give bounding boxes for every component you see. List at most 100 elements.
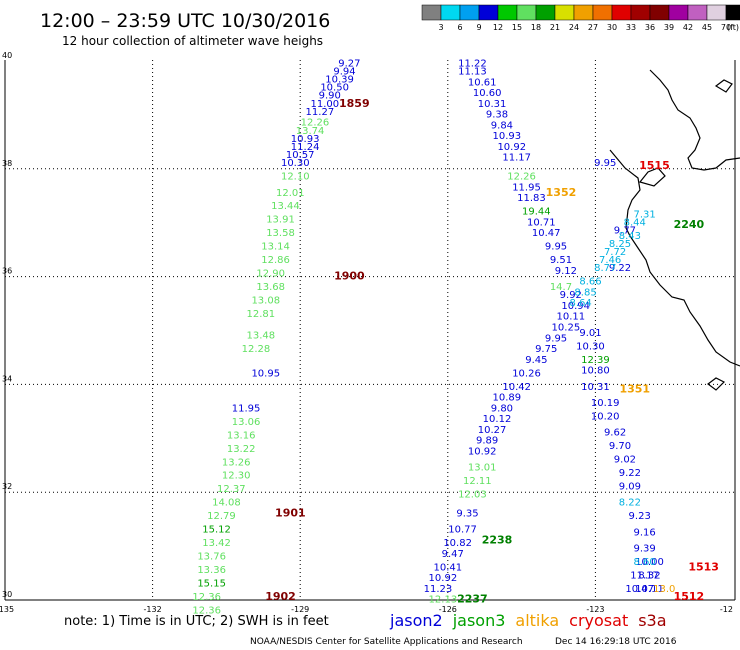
pass-time-label: 1351: [619, 382, 650, 395]
wave-height-value: 9.94: [333, 66, 355, 77]
wave-height-value: 10.25: [552, 323, 581, 334]
wave-height-value: 10.89: [493, 393, 522, 404]
wave-height-value: 9.51: [550, 255, 572, 266]
wave-height-value: 10.00: [635, 557, 664, 568]
colorbar-label: 3: [438, 23, 443, 32]
wave-height-value: 10.92: [468, 446, 497, 457]
colorbar-swatch: [516, 4, 537, 21]
wave-height-value: 10.82: [443, 538, 472, 549]
wave-height-value: 10.30: [281, 158, 310, 169]
wave-height-value: 8.85: [574, 287, 596, 298]
legend-altika: altika: [515, 611, 559, 630]
colorbar-label: 33: [626, 23, 636, 32]
wave-height-value: 14.08: [212, 498, 241, 509]
pass-time-label: 1901: [275, 506, 306, 519]
wave-height-value: 8.64: [570, 298, 592, 309]
wave-height-value: 13.91: [266, 215, 295, 226]
wave-height-value: 10.47: [532, 228, 561, 239]
wave-height-value: 11.23: [424, 584, 453, 595]
colorbar-swatch: [687, 4, 708, 21]
wave-height-value: 9.95: [545, 333, 567, 344]
wave-height-value: 9.09: [619, 482, 641, 493]
wave-height-value: 11.24: [291, 142, 320, 153]
pass-time-label: 1900: [334, 269, 365, 282]
wave-height-value: 9.27: [338, 58, 360, 69]
wave-height-value: 9.39: [633, 543, 655, 554]
wave-height-value: 11.17: [630, 570, 659, 581]
coastline: [609, 69, 740, 391]
wave-height-value: 13.08: [251, 296, 280, 307]
wave-height-value: 15.12: [202, 525, 231, 536]
wave-height-value: 7.72: [604, 247, 626, 258]
colorbar-label: 18: [531, 23, 541, 32]
colorbar-label: 30: [607, 23, 617, 32]
wave-height-value: 9.16: [633, 527, 655, 538]
wave-height-value: 7.46: [599, 255, 621, 266]
wave-height-value: 8.66: [579, 277, 601, 288]
wave-height-value: 12.36: [192, 605, 221, 616]
wave-height-value: 11.22: [458, 58, 487, 69]
wave-height-value: 11.83: [517, 193, 546, 204]
wave-height-value: 10.31: [478, 99, 507, 110]
wave-height-value: 9.38: [486, 110, 508, 121]
colorbar-swatch: [459, 4, 480, 21]
wave-height-value: 9.75: [535, 344, 557, 355]
wave-height-value: 13.42: [202, 538, 231, 549]
wave-height-value: 8.25: [609, 239, 631, 250]
wave-height-value: 9.89: [476, 436, 498, 447]
lon-tick-label: -126: [439, 605, 457, 614]
colorbar-swatch: [554, 4, 575, 21]
map-grid: -135 -132 -129 -126 -123 -12 40 38 36 34 32 30: [0, 51, 736, 614]
colorbar-swatch: [573, 4, 594, 21]
satellite-legend: jason2 jason3 altika cryosat s3a: [389, 611, 667, 630]
wave-height-value: 10.60: [473, 88, 502, 99]
legend-cryosat: cryosat: [569, 611, 628, 630]
lat-tick-label: 40: [2, 51, 12, 60]
lon-tick-label: -135: [0, 605, 14, 614]
wave-height-value: 10.26: [512, 368, 541, 379]
wave-height-value: 8.44: [624, 217, 646, 228]
wave-height-value: 9.02: [614, 455, 636, 466]
colorbar-label: 45: [702, 23, 712, 32]
wave-height-value: 10.39: [325, 75, 354, 86]
wave-height-value: 13.16: [227, 430, 256, 441]
colorbar-swatch: [630, 4, 651, 21]
wave-height-value: 10.30: [576, 341, 605, 352]
colorbar-swatch: [535, 4, 556, 21]
wave-height-value: 13.76: [197, 552, 226, 563]
wave-height-value: 9.80: [491, 403, 513, 414]
wave-height-value: 10.92: [429, 573, 458, 584]
wave-height-value: 12.30: [222, 471, 251, 482]
colorbar-unit: (ft): [727, 23, 739, 32]
colorbar-label: 36: [645, 23, 655, 32]
colorbar-swatch: [421, 4, 442, 21]
wave-height-value: 19.44: [522, 207, 551, 218]
wave-height-value: 12.37: [217, 484, 246, 495]
wave-height-value: 10.61: [468, 77, 497, 88]
wave-height-value: 12.36: [192, 592, 221, 603]
wave-height-value: 8.60: [633, 557, 655, 568]
colorbar-label: 42: [683, 23, 693, 32]
footer-timestamp: Dec 14 16:29:18 UTC 2016: [555, 637, 677, 647]
wave-height-value: 13.01: [468, 463, 497, 474]
wave-height-value: 13.06: [232, 417, 261, 428]
pass-time-label: 1352: [546, 186, 577, 199]
wave-height-value: 12.26: [507, 172, 536, 183]
wave-height-value: 9.22: [619, 468, 641, 479]
colorbar-label: 27: [588, 23, 598, 32]
lat-tick-label: 30: [2, 590, 12, 599]
colorbar-label: 70: [721, 23, 731, 32]
wave-height-value: 12.39: [581, 355, 610, 366]
wave-height-value: 9.95: [594, 158, 616, 169]
wave-height-value: 10.11: [556, 312, 585, 323]
colorbar-swatch: [611, 4, 632, 21]
wave-height-value: 12.79: [207, 511, 236, 522]
wave-height-value: 9.84: [491, 120, 513, 131]
pass-time-label: 1859: [339, 97, 370, 110]
colorbar-label: 15: [512, 23, 522, 32]
colorbar-label: 9: [476, 23, 481, 32]
wave-height-value: 10.57: [286, 150, 315, 161]
wave-height-value: 9.45: [525, 355, 547, 366]
